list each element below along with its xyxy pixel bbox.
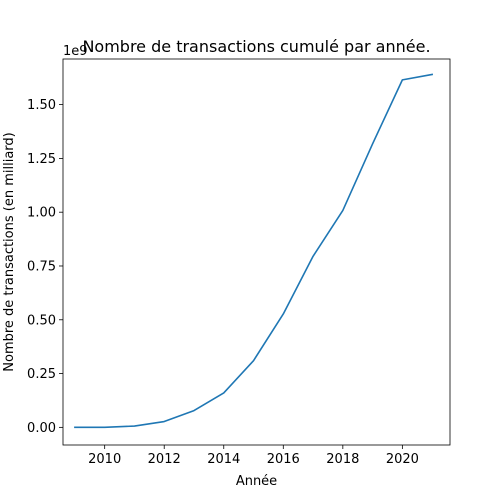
x-axis-label: Année (236, 474, 277, 489)
x-tick-label: 2016 (267, 452, 300, 467)
y-tick-label: 1.25 (27, 152, 56, 167)
chart-title: Nombre de transactions cumulé par année. (82, 37, 430, 56)
y-offset-label: 1e9 (63, 44, 88, 59)
y-tick-label: 0.00 (27, 421, 56, 436)
x-tick-label: 2020 (386, 452, 419, 467)
y-tick-label: 1.50 (27, 98, 56, 113)
series-line-0 (74, 73, 434, 429)
y-tick-label: 0.75 (27, 259, 56, 274)
y-tick-label: 0.25 (27, 367, 56, 382)
axes-frame (62, 58, 451, 446)
y-tick-label: 1.00 (27, 206, 56, 221)
x-tick-label: 2018 (326, 452, 359, 467)
x-tick-label: 2014 (207, 452, 240, 467)
y-tick-label: 0.50 (27, 313, 56, 328)
plot-area (74, 73, 434, 429)
x-tick-label: 2010 (88, 452, 121, 467)
x-tick-label: 2012 (148, 452, 181, 467)
y-axis-label: Nombre de transactions (en milliard) (2, 132, 17, 371)
x-axis: 2010 2012 2014 2016 2018 2020 (88, 445, 419, 467)
y-axis: 0.00 0.25 0.50 0.75 1.00 1.25 1.50 (27, 98, 63, 436)
